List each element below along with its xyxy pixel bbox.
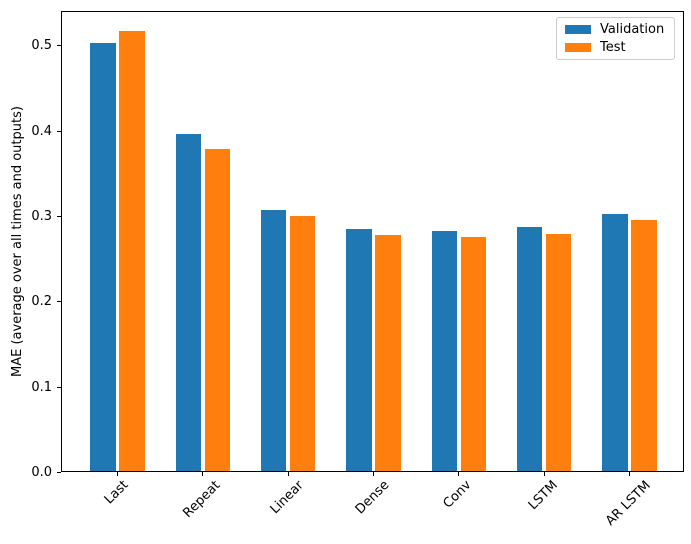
x-tick-mark [202, 472, 204, 476]
y-tick-label: 0.3 [31, 208, 52, 224]
y-tick-mark [57, 130, 61, 132]
x-tick-label: Conv [440, 478, 475, 512]
validation-color-swatch [565, 25, 591, 35]
x-tick-mark [116, 472, 118, 476]
x-tick-mark [543, 472, 545, 476]
y-tick-label: 0.5 [31, 38, 52, 54]
y-tick-mark [57, 472, 61, 473]
y-tick-mark [57, 386, 61, 388]
x-tick-label: Last [101, 477, 132, 508]
bar-test-ar-lstm [631, 220, 657, 471]
x-tick-mark [373, 472, 374, 476]
legend-item-validation: Validation [565, 22, 666, 37]
bar-validation-linear [260, 209, 287, 471]
y-axis-label: MAE (average over all times and outputs) [10, 106, 25, 377]
bar-validation-last [90, 43, 116, 471]
legend-label-validation: Validation [600, 22, 665, 38]
x-tick-label: Linear [267, 477, 307, 518]
legend-label-test: Test [600, 39, 626, 55]
y-tick-label: 0.0 [31, 465, 52, 480]
y-tick-mark [57, 301, 61, 303]
x-tick-mark [629, 472, 631, 476]
legend-item-test: Test [565, 40, 666, 55]
bar-validation-dense [346, 229, 372, 471]
x-tick-label: AR LSTM [603, 478, 654, 529]
x-tick-label: Repeat [180, 478, 224, 522]
y-tick-mark [57, 45, 61, 47]
bar-test-conv [460, 237, 487, 471]
y-tick-label: 0.1 [31, 379, 52, 395]
bar-validation-conv [431, 231, 458, 471]
legend: Validation Test [556, 17, 675, 60]
test-color-swatch [565, 42, 591, 52]
bar-test-lstm [545, 233, 572, 471]
y-tick-mark [57, 215, 61, 217]
x-tick-mark [287, 472, 289, 476]
plot-area: 0.0 0.1 0.2 0.3 0.4 0.5 [31, 11, 684, 480]
x-tick-label: LSTM [525, 478, 561, 514]
bar-validation-lstm [516, 226, 543, 471]
bar-test-repeat [204, 149, 231, 471]
x-tick-label: Dense [352, 477, 393, 518]
y-tick-label: 0.4 [31, 123, 52, 139]
bar-test-dense [375, 235, 401, 471]
bar-test-last [119, 30, 145, 471]
bar-test-linear [289, 215, 316, 471]
y-tick-label: 0.2 [31, 294, 52, 310]
bar-validation-ar-lstm [602, 214, 628, 471]
bar-validation-repeat [175, 133, 202, 471]
x-tick-mark [458, 472, 460, 476]
